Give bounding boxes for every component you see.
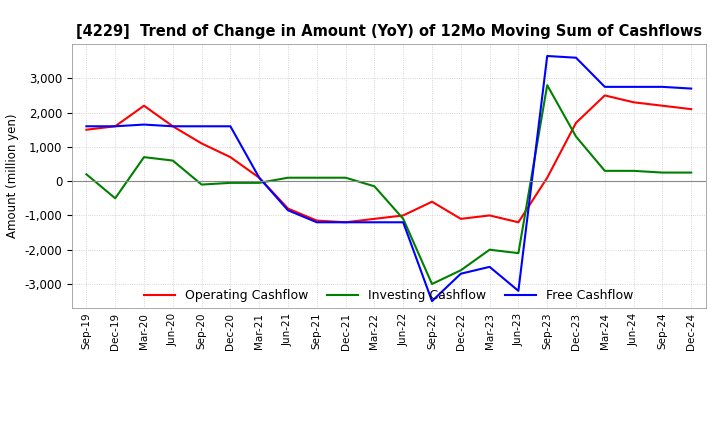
Operating Cashflow (284, 206, 292, 211)
Investing Cashflow (312, 175, 321, 180)
Operating Cashflow (341, 220, 350, 225)
Free Cashflow (284, 208, 292, 213)
Operating Cashflow (111, 124, 120, 129)
Free Cashflow (428, 298, 436, 304)
Legend: Operating Cashflow, Investing Cashflow, Free Cashflow: Operating Cashflow, Investing Cashflow, … (139, 284, 639, 307)
Investing Cashflow (514, 250, 523, 256)
Operating Cashflow (312, 218, 321, 223)
Investing Cashflow (140, 154, 148, 160)
Operating Cashflow (658, 103, 667, 108)
Free Cashflow (197, 124, 206, 129)
Investing Cashflow (168, 158, 177, 163)
Investing Cashflow (428, 281, 436, 286)
Operating Cashflow (629, 99, 638, 105)
Operating Cashflow (456, 216, 465, 221)
Title: [4229]  Trend of Change in Amount (YoY) of 12Mo Moving Sum of Cashflows: [4229] Trend of Change in Amount (YoY) o… (76, 24, 702, 39)
Operating Cashflow (428, 199, 436, 204)
Free Cashflow (341, 220, 350, 225)
Operating Cashflow (543, 175, 552, 180)
Investing Cashflow (600, 168, 609, 173)
Operating Cashflow (370, 216, 379, 221)
Investing Cashflow (629, 168, 638, 173)
Operating Cashflow (168, 124, 177, 129)
Free Cashflow (312, 220, 321, 225)
Operating Cashflow (197, 141, 206, 146)
Investing Cashflow (284, 175, 292, 180)
Line: Operating Cashflow: Operating Cashflow (86, 95, 691, 222)
Operating Cashflow (140, 103, 148, 108)
Line: Investing Cashflow: Investing Cashflow (86, 85, 691, 284)
Investing Cashflow (658, 170, 667, 175)
Free Cashflow (82, 124, 91, 129)
Line: Free Cashflow: Free Cashflow (86, 56, 691, 301)
Free Cashflow (514, 288, 523, 293)
Free Cashflow (600, 84, 609, 89)
Investing Cashflow (341, 175, 350, 180)
Free Cashflow (687, 86, 696, 91)
Free Cashflow (629, 84, 638, 89)
Operating Cashflow (514, 220, 523, 225)
Operating Cashflow (226, 154, 235, 160)
Free Cashflow (572, 55, 580, 60)
Investing Cashflow (543, 83, 552, 88)
Free Cashflow (255, 175, 264, 180)
Free Cashflow (140, 122, 148, 127)
Free Cashflow (658, 84, 667, 89)
Investing Cashflow (485, 247, 494, 253)
Operating Cashflow (399, 213, 408, 218)
Investing Cashflow (370, 183, 379, 189)
Investing Cashflow (687, 170, 696, 175)
Y-axis label: Amount (million yen): Amount (million yen) (6, 114, 19, 238)
Investing Cashflow (399, 216, 408, 221)
Investing Cashflow (111, 196, 120, 201)
Operating Cashflow (687, 106, 696, 112)
Free Cashflow (226, 124, 235, 129)
Free Cashflow (399, 220, 408, 225)
Investing Cashflow (572, 134, 580, 139)
Investing Cashflow (197, 182, 206, 187)
Operating Cashflow (485, 213, 494, 218)
Free Cashflow (111, 124, 120, 129)
Free Cashflow (485, 264, 494, 269)
Free Cashflow (370, 220, 379, 225)
Operating Cashflow (600, 93, 609, 98)
Investing Cashflow (226, 180, 235, 186)
Free Cashflow (456, 271, 465, 276)
Investing Cashflow (82, 172, 91, 177)
Free Cashflow (168, 124, 177, 129)
Operating Cashflow (255, 175, 264, 180)
Investing Cashflow (456, 268, 465, 273)
Free Cashflow (543, 53, 552, 59)
Investing Cashflow (255, 180, 264, 186)
Operating Cashflow (572, 120, 580, 125)
Operating Cashflow (82, 127, 91, 132)
